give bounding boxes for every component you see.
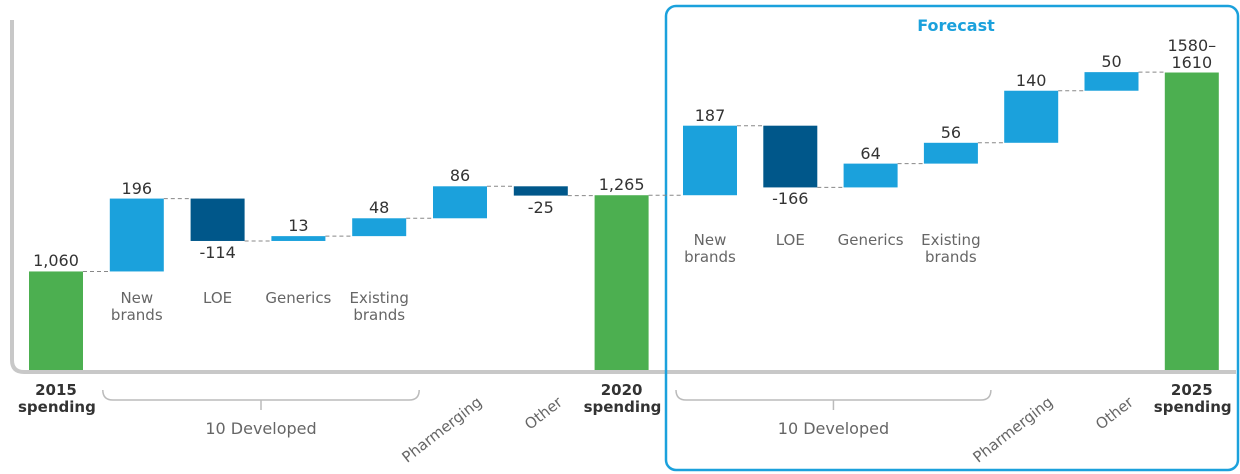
- category-label: Generics: [837, 231, 904, 249]
- category-label: 2020 spending: [583, 381, 662, 416]
- category-label: Generics: [265, 289, 332, 307]
- bar: [513, 186, 568, 196]
- value-label: 140: [1015, 70, 1047, 90]
- bar: [1004, 90, 1059, 143]
- bar: [352, 218, 407, 237]
- forecast-box: [664, 4, 1240, 472]
- value-label: 50: [1101, 52, 1122, 72]
- value-label: -114: [199, 242, 236, 262]
- group-bracket: [102, 389, 420, 410]
- category-label: Existing brands: [921, 231, 981, 266]
- value-label: -25: [527, 197, 554, 217]
- bar: [1164, 72, 1219, 370]
- value-label: 86: [449, 166, 471, 186]
- bar: [683, 125, 737, 196]
- group-label: 10 Developed: [777, 419, 890, 438]
- category-label: New brands: [684, 231, 736, 266]
- category-label: LOE: [775, 231, 805, 249]
- category-label: New brands: [110, 289, 163, 324]
- category-label: 2025 spending: [1153, 381, 1232, 416]
- value-label: 13: [288, 216, 309, 236]
- value-label: 48: [369, 198, 390, 218]
- bar: [190, 198, 245, 241]
- group-bracket: [675, 389, 992, 410]
- bar: [433, 186, 487, 219]
- bar: [843, 163, 898, 188]
- category-label: LOE: [203, 289, 233, 307]
- value-label: -166: [772, 189, 809, 209]
- value-label: 187: [694, 105, 726, 125]
- category-label: 2015 spending: [18, 381, 96, 416]
- value-label: 1,060: [33, 251, 79, 271]
- category-label: Existing brands: [349, 289, 409, 324]
- axis-frame: [10, 20, 1236, 374]
- bar: [923, 142, 978, 164]
- bar: [271, 236, 326, 241]
- group-label: 10 Developed: [205, 419, 317, 438]
- bar: [763, 125, 818, 188]
- value-label: 1580–1610: [1167, 35, 1217, 72]
- bar: [29, 271, 83, 370]
- value-label: 56: [940, 122, 962, 142]
- bar: [1084, 72, 1139, 91]
- bar: [109, 198, 164, 272]
- annotation: Forecast: [917, 16, 995, 35]
- bar: [594, 195, 649, 370]
- value-label: 64: [860, 143, 881, 163]
- value-label: 1,265: [598, 175, 645, 195]
- value-label: 196: [121, 178, 153, 198]
